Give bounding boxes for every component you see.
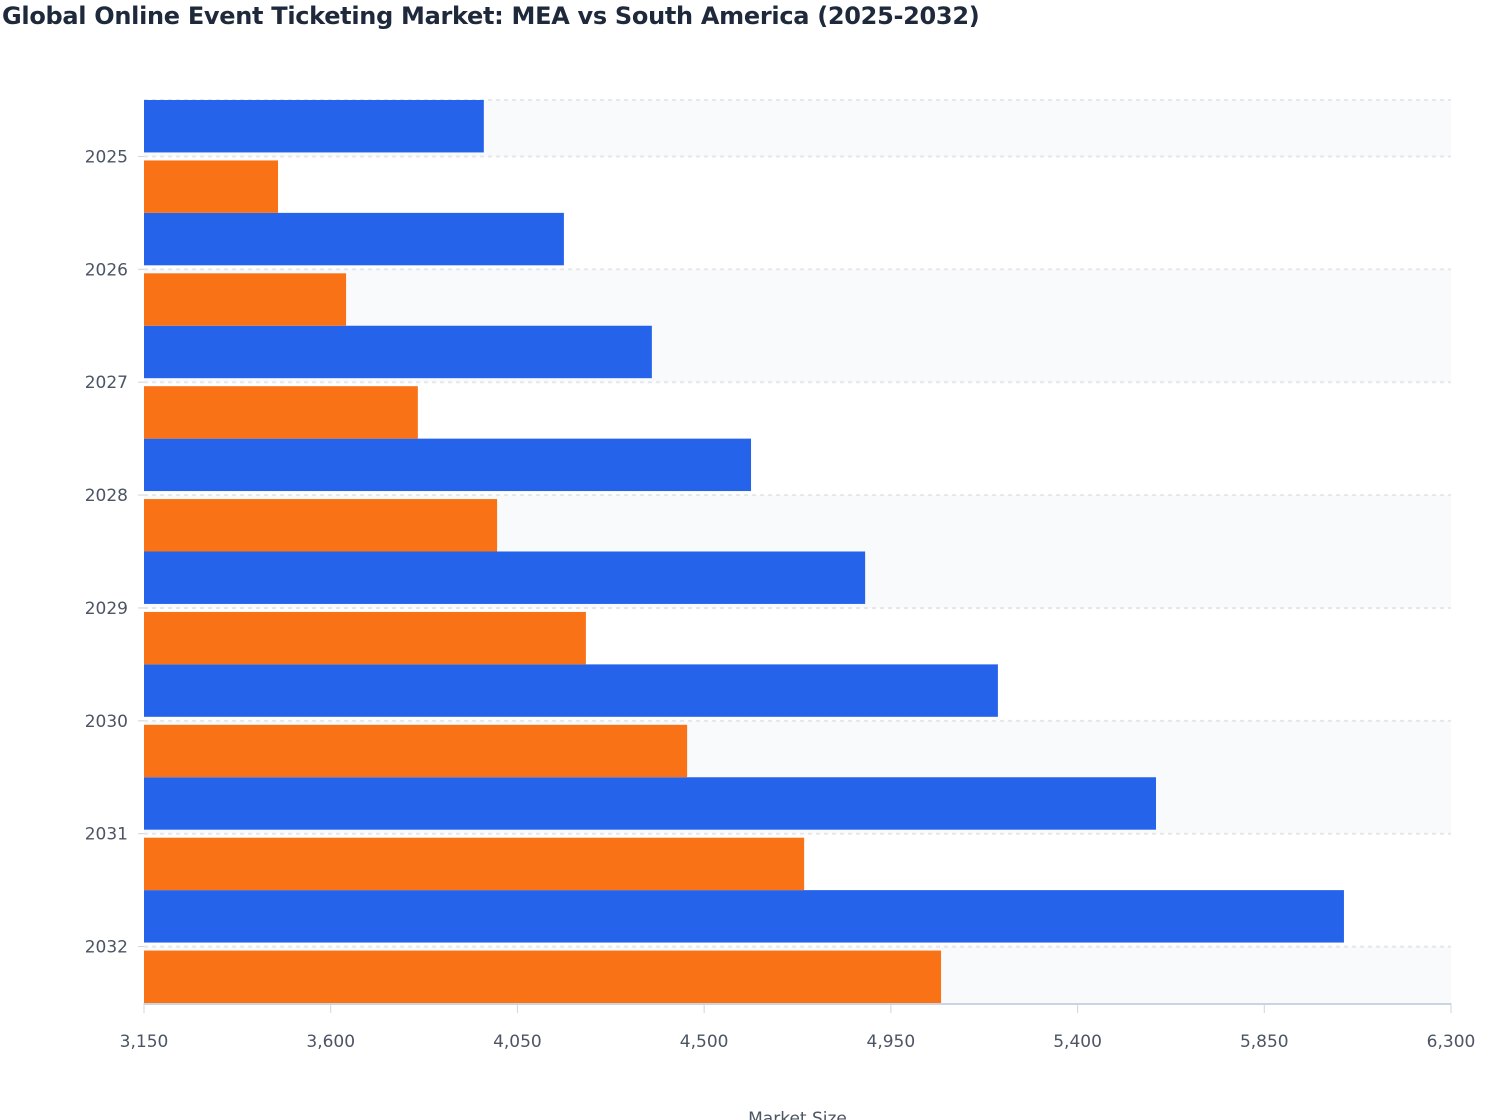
bar-2032-series-1 (144, 890, 1344, 943)
x-tick-label: 4,950 (867, 1032, 916, 1052)
bar-2028-series-2 (144, 499, 498, 552)
chart-title: Global Online Event Ticketing Market: ME… (2, 2, 980, 30)
y-tick-label: 2025 (85, 147, 128, 167)
bar-2027-series-2 (144, 386, 418, 439)
x-tick-label: 3,150 (120, 1032, 169, 1052)
y-tick-label: 2030 (85, 712, 128, 732)
y-tick-label: 2032 (85, 938, 128, 958)
x-tick-label: 5,400 (1053, 1032, 1102, 1052)
y-tick-label: 2029 (85, 599, 128, 619)
bar-2032-series-2 (144, 950, 942, 1003)
bar-2028-series-1 (144, 438, 752, 492)
y-tick-label: 2026 (85, 260, 128, 280)
x-tick-label: 6,300 (1427, 1032, 1476, 1052)
bar-2031-series-2 (144, 837, 805, 891)
bar-2029-series-2 (144, 611, 586, 665)
bar-2026-series-1 (144, 212, 564, 266)
y-tick-label: 2031 (85, 825, 128, 845)
bar-2031-series-1 (144, 777, 1156, 830)
x-axis-label: Market Size (748, 1109, 847, 1120)
bar-2026-series-2 (144, 273, 347, 326)
y-tick-label: 2028 (85, 486, 128, 506)
bar-2025-series-1 (144, 100, 484, 153)
bar-2030-series-1 (144, 664, 998, 717)
bar-2030-series-2 (144, 724, 688, 778)
x-tick-label: 4,500 (680, 1032, 729, 1052)
x-tick-label: 5,850 (1240, 1032, 1289, 1052)
bar-2025-series-2 (144, 160, 279, 213)
y-tick-label: 2027 (85, 373, 128, 393)
x-tick-label: 3,600 (306, 1032, 355, 1052)
x-tick-label: 4,050 (493, 1032, 542, 1052)
bar-2027-series-1 (144, 325, 652, 379)
bar-2029-series-1 (144, 551, 866, 604)
